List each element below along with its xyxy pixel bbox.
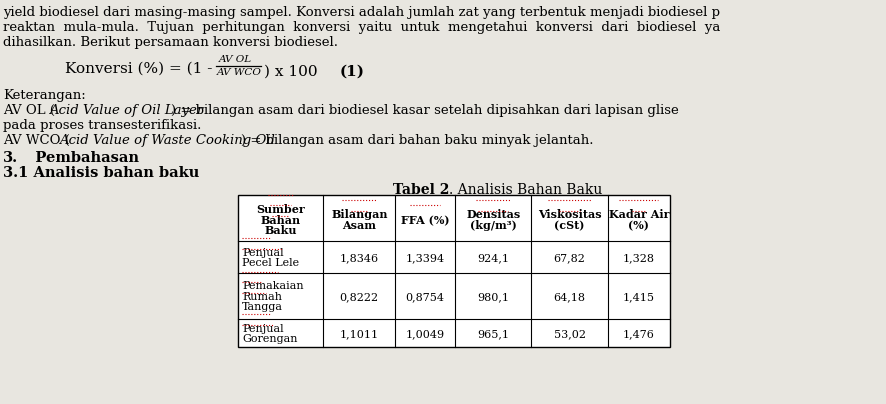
Text: 67,82: 67,82 bbox=[554, 253, 586, 263]
Text: 924,1: 924,1 bbox=[478, 253, 509, 263]
Text: Densitas: Densitas bbox=[466, 210, 520, 221]
Text: 53,02: 53,02 bbox=[554, 329, 586, 339]
Text: (cSt): (cSt) bbox=[555, 220, 585, 231]
Text: yield biodiesel dari masing-masing sampel. Konversi adalah jumlah zat yang terbe: yield biodiesel dari masing-masing sampe… bbox=[3, 6, 720, 19]
Text: Acid Value of Oil Layer: Acid Value of Oil Layer bbox=[49, 104, 203, 117]
Text: dihasilkan. Berikut persamaan konversi biodiesel.: dihasilkan. Berikut persamaan konversi b… bbox=[3, 36, 338, 49]
Text: Penjual: Penjual bbox=[242, 324, 284, 333]
Text: AV OL (: AV OL ( bbox=[3, 104, 55, 117]
Text: 64,18: 64,18 bbox=[554, 292, 586, 302]
Text: AV OL: AV OL bbox=[219, 55, 253, 64]
Text: Pemakaian: Pemakaian bbox=[242, 281, 304, 291]
Text: ) x 100: ) x 100 bbox=[264, 65, 317, 79]
Text: Rumah: Rumah bbox=[242, 292, 282, 302]
Text: 1,0049: 1,0049 bbox=[406, 329, 445, 339]
Text: FFA (%): FFA (%) bbox=[400, 215, 449, 226]
Text: AV WCO: AV WCO bbox=[217, 68, 262, 77]
Text: ) = bilangan asam dari bahan baku minyak jelantah.: ) = bilangan asam dari bahan baku minyak… bbox=[241, 134, 594, 147]
Text: 3.: 3. bbox=[3, 151, 18, 165]
Text: Baku: Baku bbox=[265, 225, 297, 236]
Text: Pembahasan: Pembahasan bbox=[20, 151, 139, 165]
Text: 3.1 Analisis bahan baku: 3.1 Analisis bahan baku bbox=[3, 166, 199, 180]
Text: Pecel Lele: Pecel Lele bbox=[242, 258, 299, 268]
Text: 0,8754: 0,8754 bbox=[406, 292, 445, 302]
Text: AV WCO (: AV WCO ( bbox=[3, 134, 70, 147]
Text: (kg/m³): (kg/m³) bbox=[470, 220, 517, 231]
Text: . Analisis Bahan Baku: . Analisis Bahan Baku bbox=[449, 183, 602, 197]
Text: Asam: Asam bbox=[342, 220, 377, 231]
Text: (1): (1) bbox=[340, 65, 365, 79]
Text: 1,1011: 1,1011 bbox=[339, 329, 379, 339]
Text: Sumber: Sumber bbox=[256, 204, 305, 215]
Text: 0,8222: 0,8222 bbox=[339, 292, 379, 302]
Text: Keterangan:: Keterangan: bbox=[3, 89, 86, 102]
Text: Gorengan: Gorengan bbox=[242, 334, 298, 344]
Text: Bahan: Bahan bbox=[260, 215, 301, 226]
Text: Bilangan: Bilangan bbox=[331, 210, 387, 221]
Text: Tangga: Tangga bbox=[242, 302, 283, 312]
Bar bbox=[238, 195, 670, 347]
Text: Acid Value of Waste Cooking Oil: Acid Value of Waste Cooking Oil bbox=[59, 134, 275, 147]
Text: pada proses transesterifikasi.: pada proses transesterifikasi. bbox=[3, 119, 201, 132]
Text: Kadar Air: Kadar Air bbox=[609, 210, 669, 221]
Text: Penjual: Penjual bbox=[242, 248, 284, 257]
Text: 980,1: 980,1 bbox=[478, 292, 509, 302]
Text: 1,476: 1,476 bbox=[623, 329, 655, 339]
Text: Tabel 2: Tabel 2 bbox=[392, 183, 449, 197]
Text: 965,1: 965,1 bbox=[478, 329, 509, 339]
Text: reaktan  mula-mula.  Tujuan  perhitungan  konversi  yaitu  untuk  mengetahui  ko: reaktan mula-mula. Tujuan perhitungan ko… bbox=[3, 21, 720, 34]
Text: Viskositas: Viskositas bbox=[538, 210, 602, 221]
Text: 1,3394: 1,3394 bbox=[406, 253, 445, 263]
Text: 1,415: 1,415 bbox=[623, 292, 655, 302]
Text: 1,8346: 1,8346 bbox=[339, 253, 379, 263]
Text: ) = bilangan asam dari biodiesel kasar setelah dipisahkan dari lapisan glise: ) = bilangan asam dari biodiesel kasar s… bbox=[171, 104, 679, 117]
Text: 1,328: 1,328 bbox=[623, 253, 655, 263]
Text: Konversi (%) = (1 -: Konversi (%) = (1 - bbox=[65, 62, 217, 76]
Text: (%): (%) bbox=[628, 220, 649, 231]
